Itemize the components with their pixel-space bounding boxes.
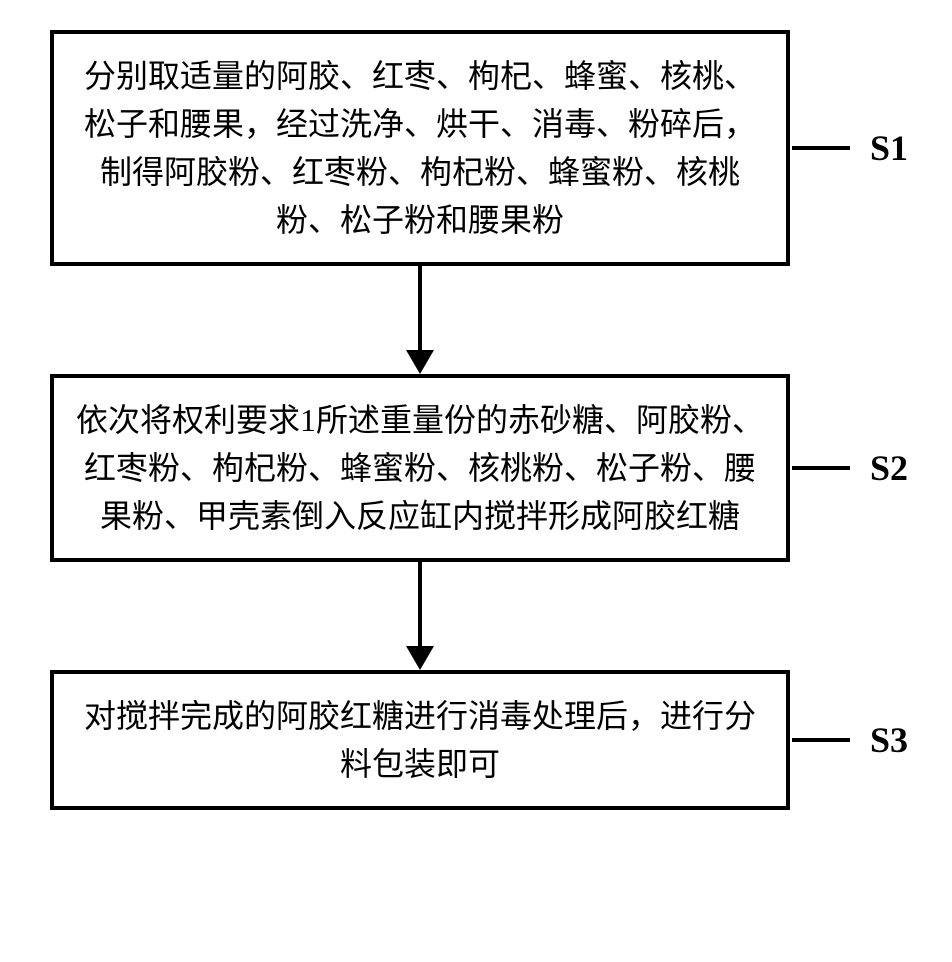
step-wrapper-3: 对搅拌完成的阿胶红糖进行消毒处理后，进行分料包装即可 S3 <box>50 670 790 810</box>
step-box-1: 分别取适量的阿胶、红枣、枸杞、蜂蜜、核桃、松子和腰果，经过洗净、烘干、消毒、粉碎… <box>50 30 790 266</box>
arrow-head-1 <box>406 350 434 374</box>
step-text-1: 分别取适量的阿胶、红枣、枸杞、蜂蜜、核桃、松子和腰果，经过洗净、烘干、消毒、粉碎… <box>74 52 766 244</box>
arrow-2 <box>50 562 790 670</box>
arrow-1 <box>50 266 790 374</box>
step-label-3: S3 <box>870 719 908 761</box>
arrow-line-2 <box>418 562 422 646</box>
step-label-1: S1 <box>870 127 908 169</box>
step-text-2: 依次将权利要求1所述重量份的赤砂糖、阿胶粉、红枣粉、枸杞粉、蜂蜜粉、核桃粉、松子… <box>74 396 766 540</box>
arrow-line-1 <box>418 266 422 350</box>
step-label-2: S2 <box>870 447 908 489</box>
step-text-3: 对搅拌完成的阿胶红糖进行消毒处理后，进行分料包装即可 <box>74 692 766 788</box>
step-box-2: 依次将权利要求1所述重量份的赤砂糖、阿胶粉、红枣粉、枸杞粉、蜂蜜粉、核桃粉、松子… <box>50 374 790 562</box>
label-connector-1 <box>792 146 850 150</box>
step-wrapper-1: 分别取适量的阿胶、红枣、枸杞、蜂蜜、核桃、松子和腰果，经过洗净、烘干、消毒、粉碎… <box>50 30 790 266</box>
arrow-head-2 <box>406 646 434 670</box>
flowchart-container: 分别取适量的阿胶、红枣、枸杞、蜂蜜、核桃、松子和腰果，经过洗净、烘干、消毒、粉碎… <box>50 30 900 810</box>
step-wrapper-2: 依次将权利要求1所述重量份的赤砂糖、阿胶粉、红枣粉、枸杞粉、蜂蜜粉、核桃粉、松子… <box>50 374 790 562</box>
label-connector-2 <box>792 466 850 470</box>
label-connector-3 <box>792 738 850 742</box>
step-box-3: 对搅拌完成的阿胶红糖进行消毒处理后，进行分料包装即可 <box>50 670 790 810</box>
